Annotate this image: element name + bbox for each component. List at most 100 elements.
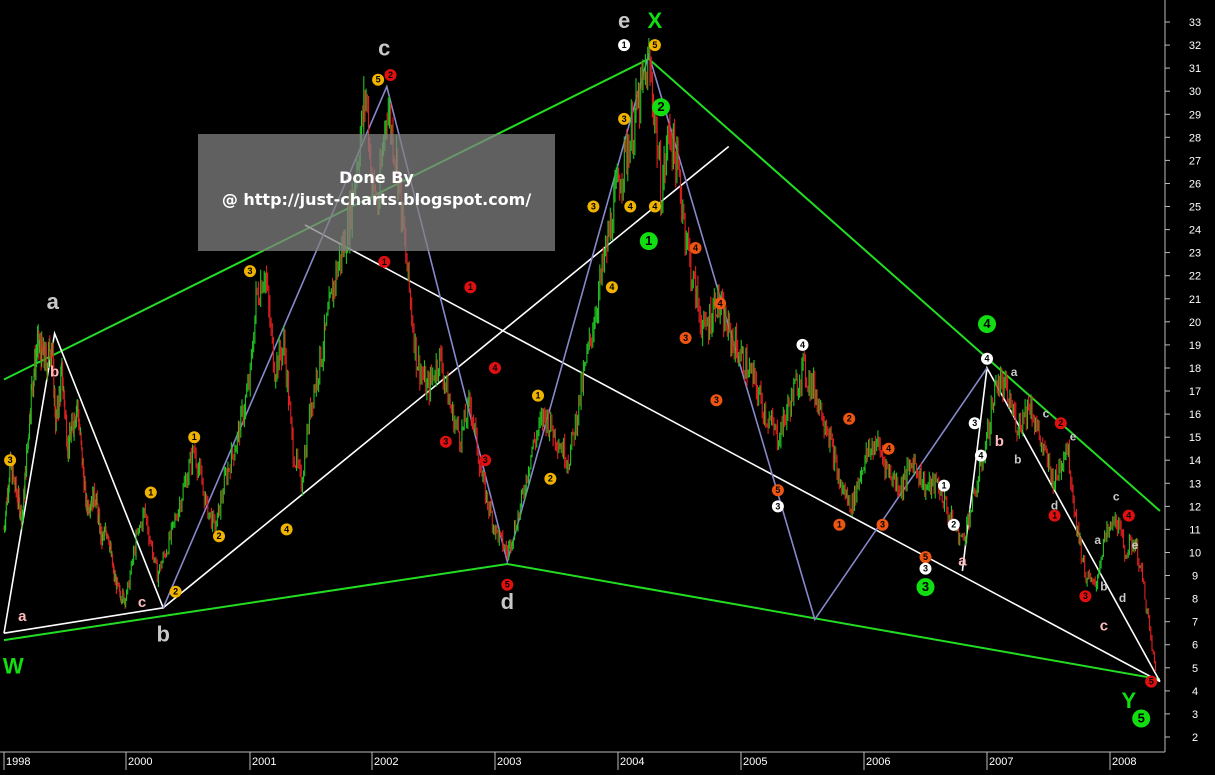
wave-marker-39: 3 (916, 578, 935, 597)
wave-marker-dot (916, 578, 935, 597)
watermark-box: Done By @ http://just-charts.blogspot.co… (198, 134, 555, 251)
wave-marker-34: 1 (833, 518, 846, 531)
y-tick-label: 30 (1189, 86, 1201, 98)
wave-marker-label: 3 (714, 395, 719, 405)
y-tick-label: 23 (1189, 248, 1201, 260)
wave-marker-dot (833, 518, 846, 531)
wave-marker-dot (919, 562, 932, 575)
wave-marker-1: 2 (384, 69, 397, 81)
wave-label-22: d (1119, 591, 1126, 605)
wave-label-14: a (1011, 365, 1018, 379)
wave-marker-label: 3 (1083, 591, 1088, 601)
wave-marker-46: 2 (1054, 417, 1067, 430)
wave-marker-22: 4 (489, 362, 501, 374)
wave-marker-label: 1 (382, 257, 387, 267)
wave-marker-21: 3 (479, 454, 492, 467)
wave-marker-20: 3 (439, 435, 452, 448)
wave-marker-dot (1122, 509, 1135, 522)
wave-label-8: W (3, 654, 24, 679)
y-tick-label: 7 (1192, 617, 1198, 629)
wave-marker-label: 4 (984, 354, 989, 364)
wave-marker-label: 1 (941, 480, 946, 490)
wave-marker-28: 4 (714, 297, 727, 310)
wave-marker-dot (384, 69, 397, 81)
wave-marker-19: 1 (464, 281, 477, 294)
y-tick-label: 6 (1192, 640, 1198, 652)
wave-marker-label: 5 (505, 580, 510, 590)
wave-marker-dot (919, 551, 932, 564)
wave-marker-label: 2 (1058, 418, 1063, 428)
wave-marker-dot (501, 578, 514, 591)
watermark-line-1: Done By (339, 168, 414, 187)
y-tick-label: 18 (1189, 363, 1201, 375)
wave-marker-5: 3 (244, 265, 256, 278)
wave-marker-18: 4 (605, 281, 618, 294)
y-tick-label: 21 (1189, 294, 1201, 306)
wave-marker-label: 3 (483, 455, 488, 465)
y-tick-label: 5 (1192, 663, 1198, 675)
wave-marker-dot (1054, 417, 1067, 430)
wave-marker-label: 2 (951, 520, 956, 530)
wave-marker-47: 1 (1048, 509, 1061, 522)
x-tick-label: 2000 (128, 756, 152, 768)
wave-marker-10: 4 (648, 200, 661, 213)
wave-marker-dot (974, 449, 987, 462)
wave-marker-label: 3 (247, 266, 252, 276)
wave-marker-38: 3 (919, 562, 932, 575)
wave-marker-label: 4 (718, 298, 723, 308)
wave-marker-dot (1079, 590, 1092, 603)
wave-marker-dot (624, 200, 637, 213)
wave-marker-label: 3 (775, 501, 780, 511)
wave-marker-dot (618, 39, 631, 52)
wave-marker-dot (4, 454, 17, 467)
wave-marker-16: 1 (532, 389, 544, 402)
wave-label-15: c (1043, 406, 1050, 420)
wave-marker-15: 4 (280, 523, 293, 536)
wave-marker-label: 2 (388, 70, 393, 80)
wave-marker-dot (981, 352, 993, 365)
wave-marker-11: 1 (144, 486, 157, 499)
wave-marker-dot (439, 435, 452, 448)
wave-marker-label: 5 (1149, 676, 1154, 686)
wave-marker-dot (532, 389, 544, 402)
wave-marker-label: 5 (1138, 710, 1145, 725)
wave-marker-label: 5 (652, 40, 657, 50)
wave-marker-dot (1145, 675, 1158, 688)
wave-marker-dot (648, 39, 661, 52)
x-tick-label: 2004 (620, 756, 644, 768)
y-tick-label: 14 (1189, 455, 1201, 467)
wave-marker-6: 1 (378, 255, 391, 268)
wave-marker-label: 1 (622, 40, 627, 50)
y-tick-label: 17 (1189, 386, 1201, 398)
y-tick-label: 31 (1189, 63, 1201, 75)
wave-marker-dot (710, 394, 723, 407)
wave-marker-37: 5 (919, 551, 932, 564)
wave-label-19: a (1094, 533, 1101, 547)
wave-marker-dot (372, 73, 385, 86)
wave-marker-dot (169, 585, 182, 598)
wave-marker-dot (244, 265, 256, 278)
wave-marker-label: 2 (173, 587, 178, 597)
wave-marker-label: 4 (983, 316, 991, 331)
wave-label-6: b (156, 621, 169, 646)
wave-marker-dot (479, 454, 492, 467)
wave-marker-label: 4 (693, 243, 698, 253)
y-tick-label: 2 (1192, 732, 1198, 744)
wave-marker-label: 3 (8, 455, 13, 465)
wave-marker-dot (378, 255, 391, 268)
wave-label-0: e (618, 8, 630, 33)
wave-label-21: c (1113, 489, 1120, 503)
y-tick-label: 33 (1189, 17, 1201, 29)
trendline-white-4 (304, 224, 1161, 683)
wave-marker-dot (771, 484, 784, 497)
y-tick-label: 8 (1192, 594, 1198, 606)
wave-marker-dot (1048, 509, 1061, 522)
wave-marker-49: 4 (1122, 509, 1135, 522)
wave-label-16: d (1051, 499, 1058, 513)
wave-marker-13: 1 (188, 431, 201, 444)
wave-marker-dot (714, 297, 727, 310)
wave-marker-42: 3 (968, 417, 981, 430)
wave-marker-dot (648, 200, 661, 213)
wave-label-9: d (501, 589, 514, 614)
wave-marker-dot (544, 472, 557, 485)
